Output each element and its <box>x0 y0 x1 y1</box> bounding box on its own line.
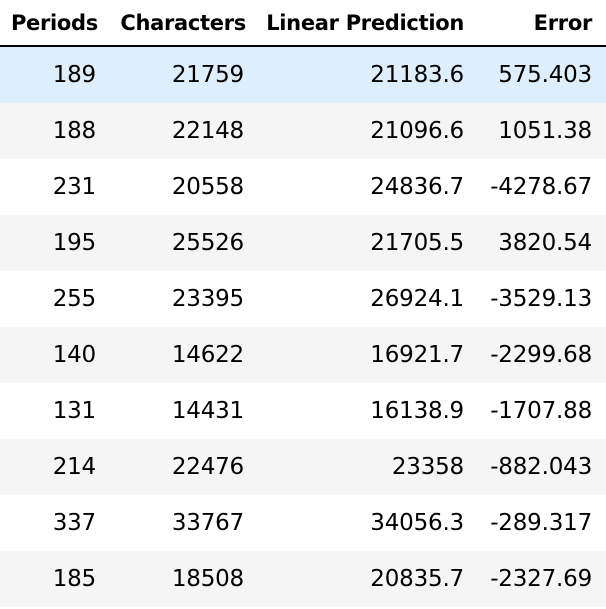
characters-cell: 20558 <box>171 174 244 200</box>
linear-prediction-cell: 34056.3 <box>370 510 464 536</box>
periods-cell: 255 <box>52 286 97 312</box>
error-cell: -289.317 <box>490 510 592 536</box>
linear-prediction-cell: 16921.7 <box>370 342 464 368</box>
characters-cell: 33767 <box>171 510 244 536</box>
error-cell: -4278.67 <box>490 174 592 200</box>
column-header-linear-prediction[interactable]: Linear Prediction <box>266 10 464 35</box>
characters-cell: 22148 <box>171 118 244 144</box>
linear-prediction-cell: 24836.7 <box>370 174 464 200</box>
linear-prediction-cell: 23358 <box>391 454 464 480</box>
characters-cell: 21759 <box>171 62 244 88</box>
error-cell: -3529.13 <box>490 286 592 312</box>
table-body: 189 21759 21183.6 575.403 188 22148 21096.6 105… <box>0 47 606 607</box>
characters-cell: 14622 <box>171 342 244 368</box>
periods-cell: 185 <box>52 566 97 592</box>
table-row[interactable]: 140 14622 16921.7 -2299.68 <box>0 327 606 383</box>
error-cell: -2327.69 <box>490 566 592 592</box>
linear-prediction-cell: 16138.9 <box>370 398 464 424</box>
characters-cell: 18508 <box>171 566 244 592</box>
error-cell: 3820.54 <box>498 230 592 256</box>
linear-prediction-cell: 20835.7 <box>370 566 464 592</box>
column-header-characters[interactable]: Characters <box>120 10 246 35</box>
characters-cell: 23395 <box>171 286 244 312</box>
periods-cell: 337 <box>52 510 97 536</box>
error-cell: 575.403 <box>498 62 592 88</box>
error-cell: 1051.38 <box>498 118 592 144</box>
characters-cell: 22476 <box>171 454 244 480</box>
table-row[interactable]: 231 20558 24836.7 -4278.67 <box>0 159 606 215</box>
periods-cell: 214 <box>52 454 97 480</box>
characters-cell: 14431 <box>171 398 244 424</box>
periods-cell: 231 <box>52 174 97 200</box>
error-cell: -2299.68 <box>490 342 592 368</box>
table-row[interactable]: 131 14431 16138.9 -1707.88 <box>0 383 606 439</box>
periods-cell: 140 <box>52 342 97 368</box>
periods-cell: 131 <box>52 398 97 424</box>
table-row[interactable]: 185 18508 20835.7 -2327.69 <box>0 551 606 607</box>
linear-prediction-cell: 26924.1 <box>370 286 464 312</box>
column-header-error[interactable]: Error <box>533 10 593 35</box>
table-row[interactable]: 189 21759 21183.6 575.403 <box>0 47 606 103</box>
table-row[interactable]: 255 23395 26924.1 -3529.13 <box>0 271 606 327</box>
table-header: Periods Characters Linear Prediction Err… <box>0 0 606 47</box>
column-header-periods[interactable]: Periods <box>10 10 98 35</box>
periods-cell: 188 <box>52 118 97 144</box>
periods-cell: 195 <box>52 230 97 256</box>
table-row[interactable]: 337 33767 34056.3 -289.317 <box>0 495 606 551</box>
error-cell: -882.043 <box>490 454 592 480</box>
table-row[interactable]: 195 25526 21705.5 3820.54 <box>0 215 606 271</box>
table-row[interactable]: 188 22148 21096.6 1051.38 <box>0 103 606 159</box>
error-cell: -1707.88 <box>490 398 592 424</box>
linear-prediction-cell: 21183.6 <box>370 62 464 88</box>
linear-prediction-cell: 21096.6 <box>370 118 464 144</box>
table-row[interactable]: 214 22476 23358 -882.043 <box>0 439 606 495</box>
periods-cell: 189 <box>52 62 97 88</box>
characters-cell: 25526 <box>171 230 244 256</box>
linear-prediction-cell: 21705.5 <box>370 230 464 256</box>
